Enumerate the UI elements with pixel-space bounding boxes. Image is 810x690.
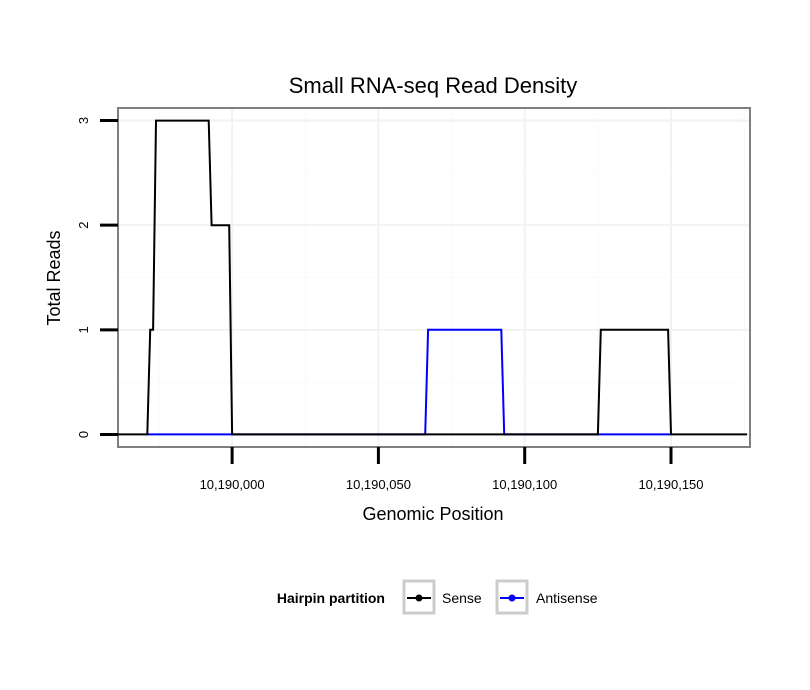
x-tick-label: 10,190,100 bbox=[492, 477, 557, 492]
legend-marker-sense bbox=[415, 594, 423, 602]
legend-label-antisense: Antisense bbox=[536, 590, 598, 606]
x-axis: 10,190,000 10,190,050 10,190,100 10,190,150 bbox=[200, 447, 704, 492]
legend-item-sense: Sense bbox=[402, 579, 482, 615]
legend-item-antisense: Antisense bbox=[495, 579, 598, 615]
series-lines bbox=[118, 119, 748, 436]
y-tick-label: 2 bbox=[76, 222, 91, 229]
y-tick-label: 3 bbox=[76, 117, 91, 124]
series-line-sense bbox=[118, 119, 748, 436]
y-tick-label: 1 bbox=[76, 326, 91, 333]
y-axis: 0 1 2 3 bbox=[76, 117, 118, 438]
x-tick-label: 10,190,150 bbox=[638, 477, 703, 492]
legend-label-sense: Sense bbox=[442, 590, 482, 606]
y-axis-title: Total Reads bbox=[44, 230, 64, 325]
x-axis-title: Genomic Position bbox=[362, 504, 503, 524]
x-tick-label: 10,190,050 bbox=[346, 477, 411, 492]
legend-marker-antisense bbox=[508, 594, 516, 602]
x-tick-label: 10,190,000 bbox=[200, 477, 265, 492]
legend-title: Hairpin partition bbox=[277, 590, 385, 606]
y-tick-label: 0 bbox=[76, 431, 91, 438]
legend: Hairpin partition Sense Antisense bbox=[277, 579, 598, 615]
chart-title: Small RNA-seq Read Density bbox=[289, 73, 578, 98]
